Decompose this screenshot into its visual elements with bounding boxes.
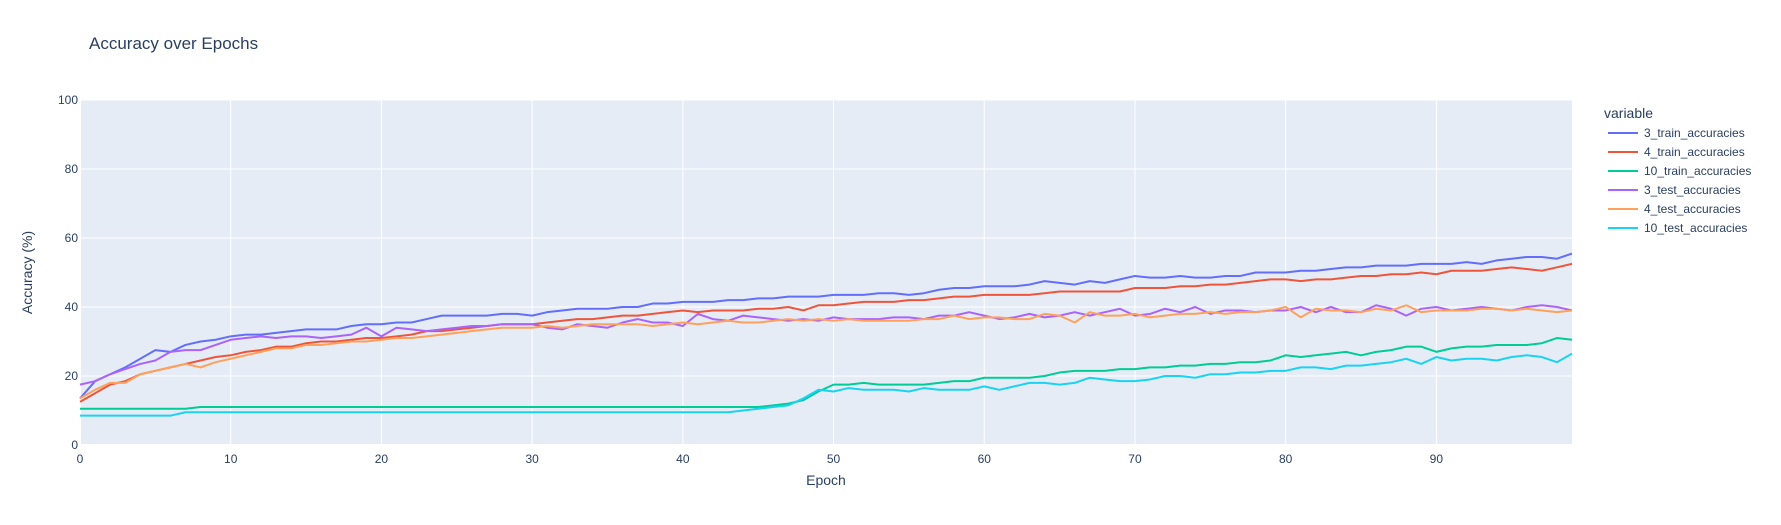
y-tick-label: 100 [58,93,78,107]
legend-label: 3_test_accuracies [1644,183,1741,197]
y-tick-label: 20 [65,369,79,383]
series-line-10_test_accuracies[interactable] [80,352,1573,417]
x-axis-ticks: 0 10 20 30 40 50 60 70 80 90 [77,452,1444,466]
legend-item-4_train_accuracies[interactable]: 4_train_accuracies [1608,145,1745,159]
legend-label: 10_train_accuracies [1644,164,1751,178]
x-tick-label: 60 [978,452,992,466]
y-tick-label: 80 [65,162,79,176]
x-tick-label: 20 [375,452,389,466]
chart-title: Accuracy over Epochs [89,34,258,53]
y-tick-label: 0 [71,438,78,452]
legend-label: 3_train_accuracies [1644,126,1745,140]
legend-title: variable [1604,105,1653,121]
legend-item-10_test_accuracies[interactable]: 10_test_accuracies [1608,221,1747,235]
legend-item-3_train_accuracies[interactable]: 3_train_accuracies [1608,126,1745,140]
legend-label: 4_train_accuracies [1644,145,1745,159]
legend-label: 4_test_accuracies [1644,202,1741,216]
series-line-10_train_accuracies[interactable] [80,337,1573,410]
plot-area [80,100,1572,445]
series-lines [79,252,1573,417]
x-tick-label: 80 [1279,452,1293,466]
x-tick-label: 90 [1430,452,1444,466]
legend-item-3_test_accuracies[interactable]: 3_test_accuracies [1608,183,1741,197]
x-tick-label: 40 [676,452,690,466]
x-tick-label: 10 [224,452,238,466]
x-axis-title: Epoch [806,472,846,488]
legend[interactable]: variable 3_train_accuracies 4_train_accur… [1604,105,1751,235]
y-tick-label: 60 [65,231,79,245]
grid-lines [79,99,1572,446]
y-axis-title: Accuracy (%) [19,231,35,314]
series-line-4_train_accuracies[interactable] [79,262,1573,403]
x-tick-label: 0 [77,452,84,466]
legend-label: 10_test_accuracies [1644,221,1747,235]
y-tick-label: 40 [65,300,79,314]
legend-item-4_test_accuracies[interactable]: 4_test_accuracies [1608,202,1741,216]
series-line-3_train_accuracies[interactable] [79,252,1573,400]
x-tick-label: 70 [1128,452,1142,466]
series-line-4_test_accuracies[interactable] [79,304,1573,400]
x-tick-label: 50 [827,452,841,466]
legend-item-10_train_accuracies[interactable]: 10_train_accuracies [1608,164,1751,178]
x-tick-label: 30 [525,452,539,466]
y-axis-ticks: 0 20 40 60 80 100 [58,93,78,452]
